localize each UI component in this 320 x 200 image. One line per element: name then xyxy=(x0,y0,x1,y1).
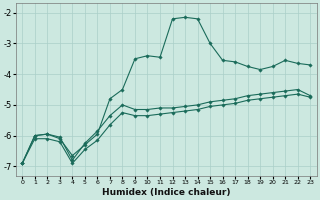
X-axis label: Humidex (Indice chaleur): Humidex (Indice chaleur) xyxy=(102,188,230,197)
